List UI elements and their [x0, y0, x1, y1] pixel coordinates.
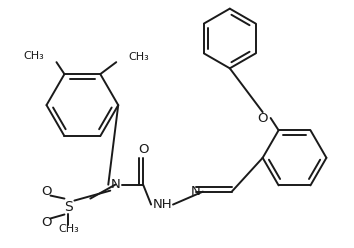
Text: CH₃: CH₃: [58, 224, 79, 234]
Text: N: N: [110, 178, 120, 191]
Text: O: O: [138, 143, 148, 156]
Text: O: O: [257, 112, 268, 124]
Text: CH₃: CH₃: [24, 51, 45, 61]
Text: S: S: [64, 200, 73, 214]
Text: O: O: [41, 185, 52, 198]
Text: NH: NH: [153, 198, 173, 211]
Text: O: O: [41, 216, 52, 229]
Text: CH₃: CH₃: [128, 52, 149, 62]
Text: N: N: [191, 185, 201, 198]
